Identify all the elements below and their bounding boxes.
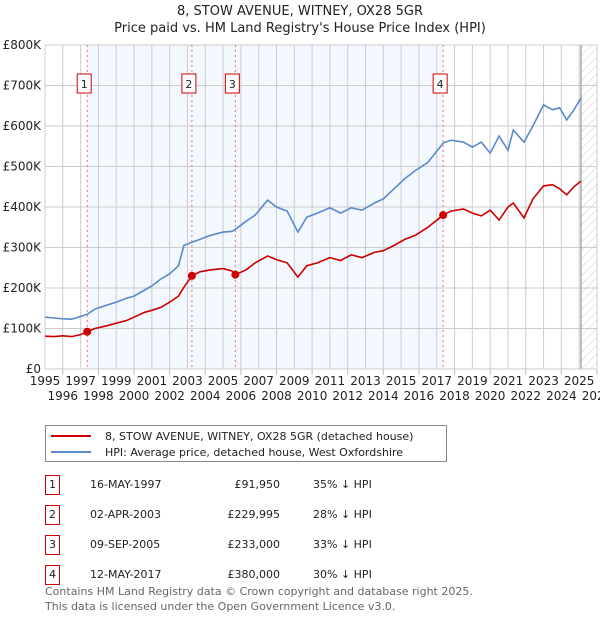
x-tick-label: 2000 [119,389,150,403]
sale-hpi-diff: 30% ↓ HPI [313,568,372,581]
sale-hpi-diff: 28% ↓ HPI [313,508,372,521]
x-tick-label: 1995 [30,374,61,388]
sale-point [83,327,92,336]
footer-licence: This data is licensed under the Open Gov… [45,600,396,613]
legend-item-hpi: HPI: Average price, detached house, West… [51,444,403,460]
sale-price: £380,000 [227,568,281,581]
chart-subtitle: Price paid vs. HM Land Registry's House … [114,21,486,36]
sale-label-3: 3 [224,73,240,94]
sale-label-number: 3 [229,78,236,91]
x-tick-label: 2014 [368,389,399,403]
x-tick-label: 2022 [511,389,542,403]
sale-point [187,271,196,280]
x-tick-label: 2008 [261,389,292,403]
sale-number: 1 [45,475,60,495]
legend-swatch-blue [51,451,91,453]
x-tick-label: 2001 [137,374,168,388]
footer-copyright: Contains HM Land Registry data © Crown c… [45,585,473,598]
x-tick-label: 2003 [172,374,203,388]
sale-row: 2 02-APR-2003 £229,995 28% ↓ HPI [45,505,445,525]
x-tick-label: 2002 [154,389,185,403]
legend-item-property: 8, STOW AVENUE, WITNEY, OX28 5GR (detach… [51,428,413,444]
x-tick-label: 2025 [564,374,595,388]
sale-label-number: 2 [185,78,192,91]
sale-hpi-diff: 35% ↓ HPI [313,478,372,491]
x-tick-label: 1999 [101,374,132,388]
x-tick-label: 2015 [386,374,417,388]
y-tick-label: £500K [3,160,43,174]
y-tick-label: £700K [3,79,43,93]
sale-date: 16-MAY-1997 [90,478,162,491]
hpi-line [44,97,582,321]
x-tick-label: 2017 [421,374,452,388]
sale-hpi-diff: 33% ↓ HPI [313,538,372,551]
x-tick-label: 2009 [279,374,310,388]
sale-point [439,211,448,220]
sale-label-box [432,73,448,94]
sale-row: 3 09-SEP-2005 £233,000 33% ↓ HPI [45,535,445,555]
x-tick-label: 2004 [190,389,221,403]
y-tick-label: £0 [26,362,41,376]
legend-label: HPI: Average price, detached house, West… [105,445,404,459]
sale-row: 4 12-MAY-2017 £380,000 30% ↓ HPI [45,565,445,585]
sale-label-1: 1 [76,73,92,94]
sale-date: 09-SEP-2005 [90,538,161,551]
x-tick-label: 2026 [582,389,600,403]
x-tick-label: 2012 [332,389,363,403]
legend-label: 8, STOW AVENUE, WITNEY, OX28 5GR (detach… [105,429,414,443]
y-tick-label: £200K [3,281,43,295]
sale-label-4: 4 [432,73,448,94]
x-tick-label: 2016 [404,389,435,403]
price-paid-line [44,180,582,338]
legend: 8, STOW AVENUE, WITNEY, OX28 5GR (detach… [45,425,447,462]
x-tick-label: 2006 [226,389,257,403]
sale-number: 4 [45,565,60,585]
sale-label-2: 2 [181,73,197,94]
chart-title: 8, STOW AVENUE, WITNEY, OX28 5GR [177,4,423,19]
legend-swatch-red [51,435,91,437]
y-tick-label: £800K [3,38,43,52]
y-tick-label: £300K [3,241,43,255]
x-tick-label: 2010 [297,389,328,403]
x-tick-label: 2018 [439,389,470,403]
chart: 1995199619971998199920002001200220032004… [3,38,600,403]
x-tick-label: 1997 [65,374,96,388]
sale-price: £91,950 [234,478,281,491]
x-tick-label: 2019 [457,374,488,388]
x-tick-label: 1996 [48,389,79,403]
x-tick-label: 2007 [243,374,274,388]
x-tick-label: 2021 [493,374,524,388]
sale-price: £233,000 [227,538,281,551]
sale-label-number: 1 [81,78,88,91]
x-tick-label: 2024 [546,389,577,403]
sale-date: 02-APR-2003 [90,508,162,521]
sale-label-box [224,73,240,94]
x-tick-label: 2023 [528,374,559,388]
sale-point [231,270,240,279]
y-tick-label: £400K [3,200,43,214]
plot-border [44,44,598,370]
y-tick-label: £600K [3,119,43,133]
x-tick-label: 2013 [350,374,381,388]
sale-number: 3 [45,535,60,555]
x-tick-label: 1998 [83,389,114,403]
sale-date: 12-MAY-2017 [90,568,162,581]
x-tick-label: 2011 [315,374,346,388]
sale-row: 1 16-MAY-1997 £91,950 35% ↓ HPI [45,475,445,495]
x-tick-label: 2020 [475,389,506,403]
sale-label-number: 4 [437,78,444,91]
y-tick-label: £100K [3,322,43,336]
sale-label-box [76,73,92,94]
x-tick-label: 2005 [208,374,239,388]
sale-label-box [181,73,197,94]
sale-price: £229,995 [227,508,281,521]
sale-number: 2 [45,505,60,525]
